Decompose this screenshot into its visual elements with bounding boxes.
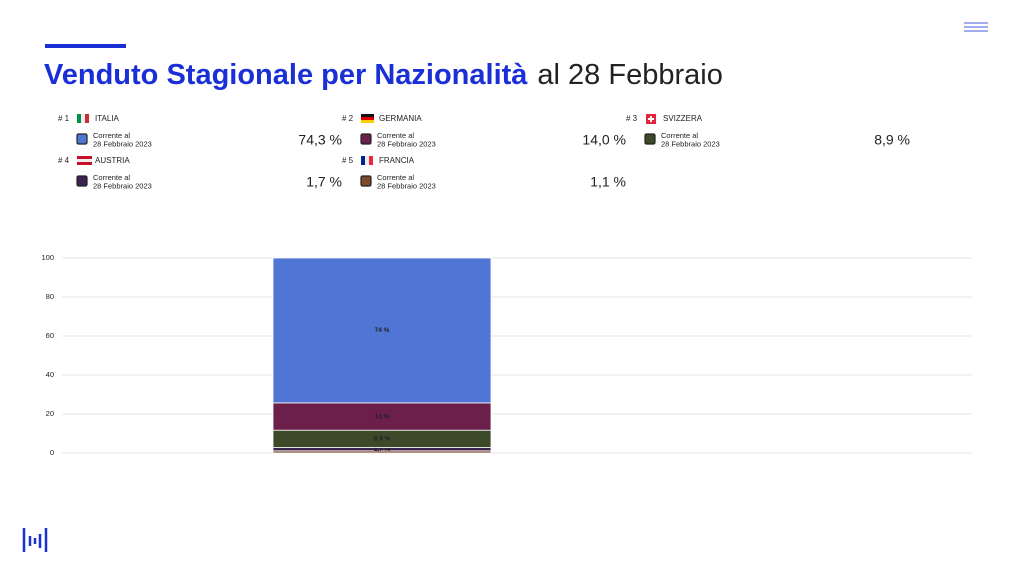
legend-swatch [360,133,372,145]
legend-name: SVIZZERA [663,114,703,123]
legend-caption: Corrente al [93,131,130,140]
y-tick-label: 100 [41,253,54,262]
y-tick-label: 40 [46,370,54,379]
title-rest: al 28 Febbraio [537,59,722,91]
logo [22,528,48,552]
legend-rank: # 2 [342,114,354,123]
legend-caption: 28 Febbraio 2023 [93,139,152,148]
title-bold: Venduto Stagionale per Nazionalità [44,59,528,91]
legend-caption: 28 Febbraio 2023 [661,139,720,148]
legend-value: 1,1 % [590,174,626,190]
flag-svizzera [646,114,656,124]
data-label: 74 % [375,327,390,334]
legend-rank: # 3 [626,114,638,123]
data-label: 8,9 % [374,436,391,443]
data-label: 14 % [375,413,390,420]
legend-caption: 28 Febbraio 2023 [377,139,436,148]
legend-caption: 28 Febbraio 2023 [93,181,152,190]
legend-swatch [644,133,656,145]
legend-value: 1,7 % [306,174,342,190]
menu-icon[interactable] [964,22,988,32]
y-tick-label: 0 [50,448,54,457]
y-tick-label: 80 [46,292,54,301]
flag-austria [77,156,92,165]
legend-swatch [76,133,88,145]
flag-germania [361,114,374,123]
legend-rank: # 4 [58,156,70,165]
legend-caption: Corrente al [661,131,698,140]
legend-name: ITALIA [95,114,120,123]
legend-value: 8,9 % [874,132,910,148]
legend-rank: # 5 [342,156,354,165]
legend-caption: Corrente al [377,131,414,140]
bar-segment [272,257,492,404]
y-tick-label: 60 [46,331,54,340]
legend-caption: Corrente al [377,173,414,182]
data-label: 1,7 % [374,446,391,453]
legend-name: AUSTRIA [95,156,130,165]
legend-caption: Corrente al [93,173,130,182]
legend-name: GERMANIA [379,114,422,123]
legend-value: 14,0 % [582,132,626,148]
legend-swatch [360,175,372,187]
legend-name: FRANCIA [379,156,415,165]
flag-italia [77,114,89,123]
legend-value: 74,3 % [298,132,342,148]
legend-caption: 28 Febbraio 2023 [377,181,436,190]
flag-francia [361,156,373,165]
y-tick-label: 20 [46,409,54,418]
accent-line [45,44,126,48]
bar-segment [272,402,492,431]
legend-rank: # 1 [58,114,70,123]
title: Venduto Stagionale per Nazionalità al 28 … [44,59,723,91]
legend-swatch [76,175,88,187]
